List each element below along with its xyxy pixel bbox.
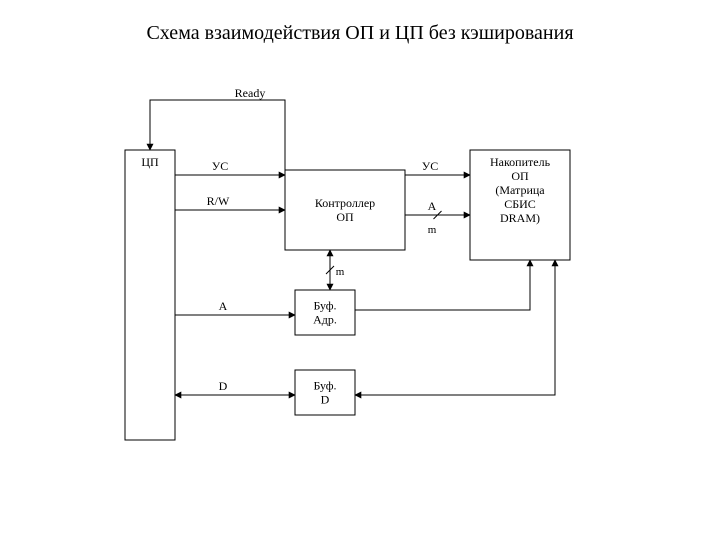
edge-label-us_r: УС	[422, 159, 439, 173]
node-label-buf_d-0: Буф.	[313, 379, 336, 393]
edge-label-ready: Ready	[235, 86, 266, 100]
edge-label-rw: R/W	[207, 194, 230, 208]
node-label-storage-3: СБИС	[504, 197, 536, 211]
node-label-storage-4: DRAM)	[500, 211, 540, 225]
edge-ready	[150, 100, 285, 150]
node-label-storage-0: Накопитель	[490, 155, 551, 169]
edge-label-a_r: А	[428, 199, 437, 213]
node-label-buf_d-1: D	[321, 393, 330, 407]
edge-bufa_st	[355, 260, 530, 310]
edge-label-a_l: А	[219, 299, 228, 313]
node-label-controller-1: ОП	[336, 210, 354, 224]
edge-sublabel-ctl_buf: m	[336, 266, 345, 278]
edge-label-d_l: D	[219, 379, 228, 393]
node-label-storage-1: ОП	[511, 169, 529, 183]
edge-label-us_l: УС	[212, 159, 229, 173]
edge-sublabel-a_r: m	[428, 224, 437, 236]
node-label-buf_addr-1: Адр.	[313, 313, 337, 327]
node-label-cpu-0: ЦП	[141, 155, 159, 169]
diagram-canvas: ReadyУСR/WУСАmmАD ЦПКонтроллерОПБуф.Адр.…	[0, 0, 720, 540]
node-cpu	[125, 150, 175, 440]
node-label-storage-2: (Матрица	[495, 183, 545, 197]
node-label-buf_addr-0: Буф.	[313, 299, 336, 313]
edge-bufd_st	[355, 260, 555, 395]
node-label-controller-0: Контроллер	[315, 196, 375, 210]
